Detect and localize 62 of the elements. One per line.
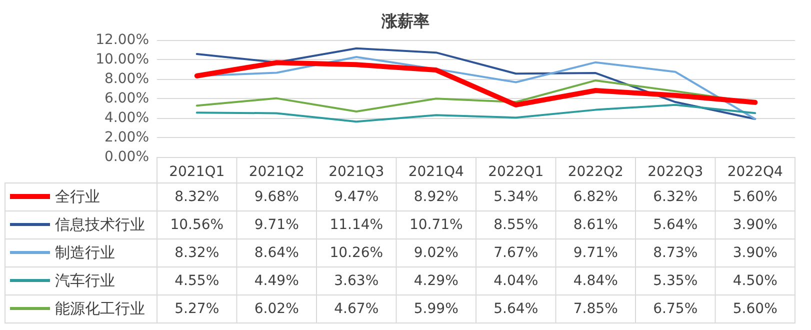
data-label: 10.56% [170,217,224,233]
legend-label: 信息技术行业 [55,216,145,234]
data-label: 8.55% [494,217,538,233]
data-label: 9.71% [573,245,618,261]
y-tick-label: 2.00% [104,130,149,146]
y-tick-label: 4.00% [104,110,149,126]
x-tick-label: 2022Q2 [568,164,624,180]
data-label: 9.02% [414,245,458,261]
x-tick-label: 2021Q3 [328,164,384,180]
x-tick-label: 2021Q1 [169,164,225,180]
data-label: 4.29% [414,273,458,289]
data-label: 5.27% [174,301,220,317]
data-label: 3.90% [732,245,778,261]
data-label: 5.99% [414,301,458,317]
data-label: 9.71% [254,217,299,233]
data-label: 5.64% [494,301,538,317]
x-tick-label: 2022Q1 [488,164,544,180]
data-label: 9.68% [254,189,299,205]
data-label: 6.32% [653,189,698,205]
x-tick-label: 2021Q2 [248,164,304,180]
data-label: 6.75% [653,301,698,317]
data-label: 8.61% [573,217,618,233]
legend-label: 能源化工行业 [55,300,145,318]
data-label: 4.84% [573,273,618,289]
data-label: 4.50% [732,273,778,289]
data-label: 10.26% [330,245,384,261]
y-tick-label: 6.00% [104,90,149,106]
data-label: 5.64% [653,217,698,233]
data-label: 4.04% [494,273,538,289]
data-label: 5.60% [732,189,778,205]
y-tick-label: 12.00% [96,32,149,48]
line-series [196,104,756,123]
data-label: 9.47% [334,189,379,205]
data-label: 8.92% [414,189,458,205]
data-label: 7.85% [573,301,618,317]
legend-label: 制造行业 [55,244,115,262]
x-tick-label: 2022Q4 [727,164,783,180]
data-label: 8.73% [653,245,698,261]
data-label: 3.90% [732,217,778,233]
chart-title: 涨薪率 [380,12,430,30]
data-label: 8.64% [254,245,299,261]
data-label: 5.60% [732,301,778,317]
legend-label: 汽车行业 [55,272,115,290]
data-label: 5.35% [653,273,698,289]
data-label: 6.02% [254,301,299,317]
y-tick-label: 10.00% [96,52,149,68]
data-label: 11.14% [330,217,384,233]
data-label: 7.67% [494,245,538,261]
x-tick-label: 2021Q4 [408,164,464,180]
data-label: 4.49% [254,273,299,289]
data-label: 5.34% [494,189,538,205]
y-tick-label: 0.00% [104,149,149,165]
legend-label: 全行业 [55,188,100,206]
data-label: 8.32% [174,189,220,205]
data-label: 4.67% [334,301,379,317]
data-label: 6.82% [573,189,618,205]
y-tick-label: 8.00% [104,71,149,87]
data-label: 10.71% [409,217,463,233]
data-label: 4.55% [174,273,220,289]
x-tick-label: 2022Q3 [648,164,704,180]
data-label: 8.32% [174,245,220,261]
data-label: 3.63% [334,273,379,289]
